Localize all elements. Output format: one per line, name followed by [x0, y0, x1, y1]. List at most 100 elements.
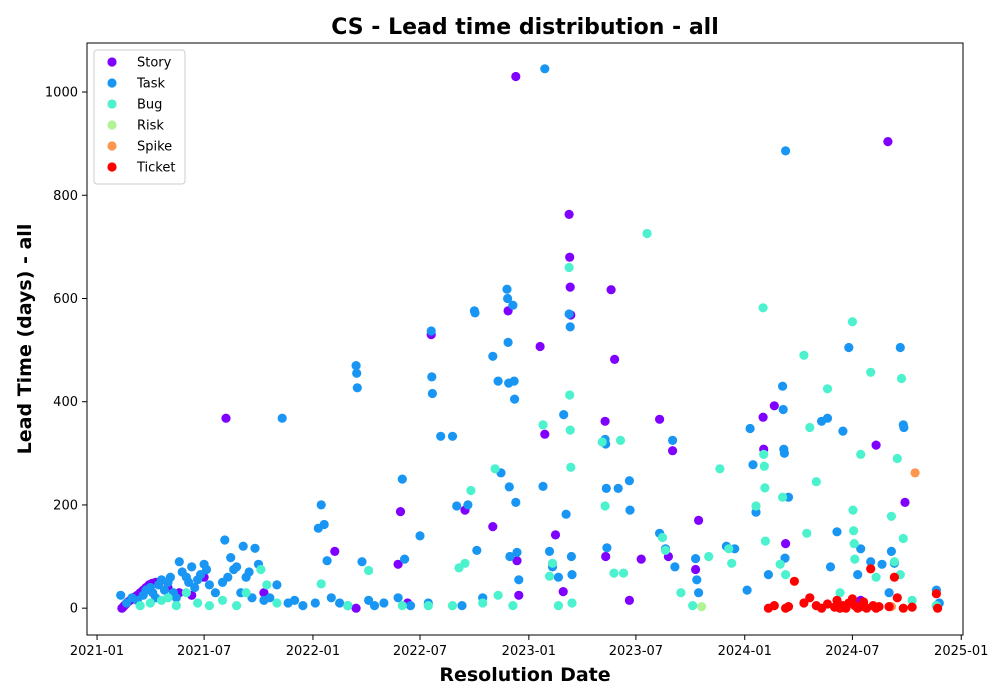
point-bug-74 [889, 557, 900, 567]
point-bug-19 [447, 601, 458, 611]
point-task-15 [171, 593, 181, 603]
point-story-32 [512, 556, 522, 566]
point-task-48 [310, 598, 320, 608]
x-tick-label-0: 2021-01 [70, 644, 124, 659]
point-task-124 [745, 423, 755, 434]
point-bug-57 [778, 492, 788, 502]
point-bug-29 [547, 558, 558, 568]
y-tick-label-5: 1000 [45, 86, 78, 101]
point-bug-3 [163, 593, 173, 603]
points-layer [116, 64, 944, 613]
point-story-22 [330, 546, 340, 557]
point-task-43 [272, 580, 282, 590]
point-ticket-27 [889, 572, 900, 582]
point-bug-49 [727, 558, 737, 568]
point-task-67 [415, 531, 425, 541]
legend-label-task: Task [136, 77, 166, 92]
point-bug-23 [478, 598, 488, 608]
point-task-19 [184, 577, 194, 588]
point-bug-78 [898, 533, 908, 544]
legend-label-story: Story [137, 56, 172, 71]
point-bug-43 [660, 545, 671, 556]
point-bug-6 [193, 598, 203, 608]
point-bug-35 [567, 598, 577, 608]
point-story-46 [624, 595, 635, 606]
point-task-128 [778, 381, 788, 391]
point-story-20 [221, 413, 231, 423]
x-tick-label-7: 2024-07 [825, 644, 879, 659]
point-bug-14 [316, 579, 326, 589]
point-task-96 [538, 481, 548, 491]
point-task-51 [319, 519, 329, 530]
point-bug-36 [597, 437, 607, 447]
point-bug-7 [204, 601, 214, 611]
point-bug-9 [232, 601, 242, 611]
point-task-11 [159, 585, 170, 595]
point-bug-22 [466, 485, 476, 496]
point-bug-42 [657, 532, 668, 543]
legend: Story Task Bug Risk Spike Ticket [93, 49, 186, 185]
point-bug-56 [775, 559, 785, 569]
point-task-74 [452, 501, 462, 511]
point-task-120 [694, 588, 704, 598]
point-task-148 [895, 342, 905, 353]
point-spike-1 [910, 468, 920, 478]
point-bug-38 [609, 568, 619, 578]
point-bug-32 [565, 390, 575, 400]
point-bug-66 [848, 505, 858, 515]
point-story-40 [565, 282, 575, 292]
y-axis-ticks: 0 200 400 600 800 1000 [45, 86, 87, 617]
point-bug-50 [751, 501, 761, 511]
point-story-55 [769, 401, 779, 411]
point-task-150 [899, 422, 909, 433]
point-task-69 [426, 326, 436, 336]
point-task-109 [601, 483, 611, 493]
plot-frame [86, 42, 964, 636]
point-task-81 [488, 351, 498, 361]
point-task-70 [427, 372, 437, 382]
x-tick-label-4: 2023-01 [502, 644, 556, 659]
point-task-71 [427, 388, 437, 399]
point-task-20 [187, 562, 197, 572]
point-task-78 [470, 308, 480, 318]
point-task-105 [566, 551, 577, 562]
point-task-26 [204, 580, 214, 590]
point-task-46 [290, 595, 300, 606]
legend-marker-spike [107, 141, 117, 151]
series-risk [697, 602, 707, 612]
point-bug-44 [676, 588, 686, 598]
point-task-110 [602, 543, 612, 553]
point-task-27 [210, 588, 220, 598]
point-ticket-28 [892, 593, 902, 603]
point-story-58 [871, 440, 881, 450]
point-bug-60 [802, 528, 812, 538]
point-task-113 [625, 505, 635, 515]
point-bug-71 [866, 367, 876, 377]
point-story-38 [564, 209, 574, 219]
point-task-61 [369, 601, 380, 611]
point-ticket-26 [884, 602, 894, 612]
point-bug-67 [849, 526, 859, 536]
point-bug-68 [849, 539, 859, 549]
point-task-119 [692, 575, 702, 585]
point-task-59 [357, 557, 367, 567]
point-task-62 [379, 598, 389, 608]
point-task-102 [561, 509, 571, 519]
legend-marker-task [107, 78, 117, 88]
point-ticket-22 [866, 564, 876, 574]
point-ticket-32 [933, 603, 943, 613]
point-bug-4 [171, 601, 181, 611]
point-bug-41 [642, 228, 652, 239]
point-bug-77 [896, 373, 907, 384]
point-task-84 [502, 284, 512, 294]
point-task-63 [393, 593, 403, 603]
point-task-50 [316, 500, 326, 510]
point-task-86 [503, 337, 513, 347]
x-tick-label-8: 2025-01 [934, 644, 988, 659]
point-bug-59 [799, 350, 809, 360]
y-tick-label-3: 600 [53, 292, 78, 307]
point-bug-17 [397, 601, 407, 611]
point-task-79 [472, 545, 482, 556]
point-bug-34 [566, 462, 576, 472]
point-bug-55 [760, 536, 771, 546]
